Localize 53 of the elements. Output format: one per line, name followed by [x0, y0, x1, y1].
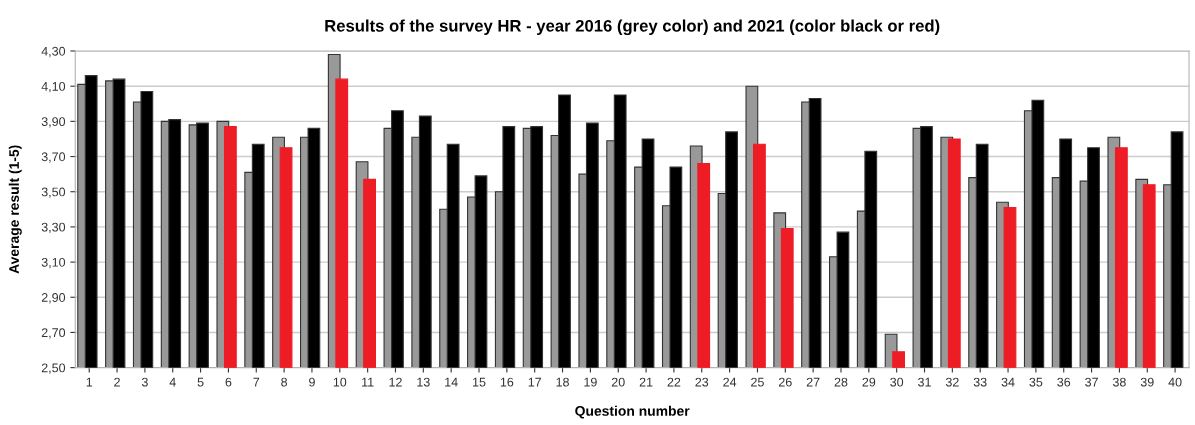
x-tick-label: 4: [169, 377, 176, 387]
x-tick-label: 27: [806, 377, 820, 387]
x-tick-label: 38: [1112, 377, 1126, 387]
y-axis-title: Average result (1-5): [8, 145, 22, 274]
x-tick-label: 39: [1140, 377, 1154, 387]
x-tick-label: 21: [639, 377, 653, 387]
x-tick-label: 28: [834, 377, 848, 387]
x-tick-label: 17: [528, 377, 542, 387]
y-tick-label: 4,10: [41, 81, 66, 93]
x-tick-label: 31: [918, 377, 931, 387]
y-tick-label: 3,30: [41, 222, 66, 234]
x-tick-label: 22: [667, 377, 681, 387]
x-tick-label: 37: [1085, 377, 1098, 387]
y-tick-label: 3,50: [41, 187, 66, 198]
x-tick-label: 23: [695, 377, 709, 387]
x-tick-label: 30: [890, 377, 904, 387]
y-tick-label: 3,90: [41, 117, 66, 128]
x-tick-label: 13: [417, 377, 430, 387]
x-tick-label: 18: [556, 377, 569, 387]
x-tick-label: 26: [778, 377, 792, 387]
y-tick-label: 4,30: [41, 46, 66, 58]
x-tick-label: 34: [1001, 377, 1015, 387]
x-tick-label: 11: [362, 377, 374, 387]
x-tick-label: 24: [723, 377, 737, 387]
x-tick-label: 7: [253, 377, 260, 387]
x-tick-label: 20: [611, 377, 625, 387]
x-tick-label: 15: [473, 377, 486, 387]
x-tick-label: 33: [973, 377, 987, 387]
x-tick-label: 1: [86, 377, 93, 387]
x-tick-label: 35: [1029, 377, 1043, 387]
x-tick-label: 2: [114, 377, 120, 387]
x-tick-label: 8: [281, 377, 288, 387]
x-tick-label: 3: [141, 377, 148, 387]
chart-title: Results of the survey HR - year 2016 (grey color) and 2021 (color black or red): [325, 19, 940, 36]
y-tick-label: 3,10: [41, 257, 66, 269]
x-tick-label: 6: [225, 377, 232, 387]
y-tick-label: 2,70: [41, 328, 66, 339]
x-tick-label: 25: [751, 377, 764, 387]
x-tick-label: 32: [945, 377, 959, 387]
x-tick-label: 10: [333, 377, 347, 387]
x-tick-label: 40: [1168, 377, 1182, 387]
x-tick-label: 9: [309, 377, 315, 387]
x-tick-label: 5: [197, 377, 204, 387]
x-tick-label: 36: [1057, 377, 1071, 387]
y-tick-label: 2,90: [41, 293, 66, 304]
x-axis-title: Question number: [575, 405, 690, 419]
x-tick-label: 16: [500, 377, 514, 387]
x-tick-label: 29: [862, 377, 876, 387]
x-tick-label: 19: [584, 377, 597, 387]
x-tick-label: 14: [445, 377, 458, 387]
y-tick-label: 2,50: [41, 363, 66, 374]
y-tick-label: 3,70: [41, 152, 66, 163]
x-tick-label: 12: [389, 377, 402, 387]
